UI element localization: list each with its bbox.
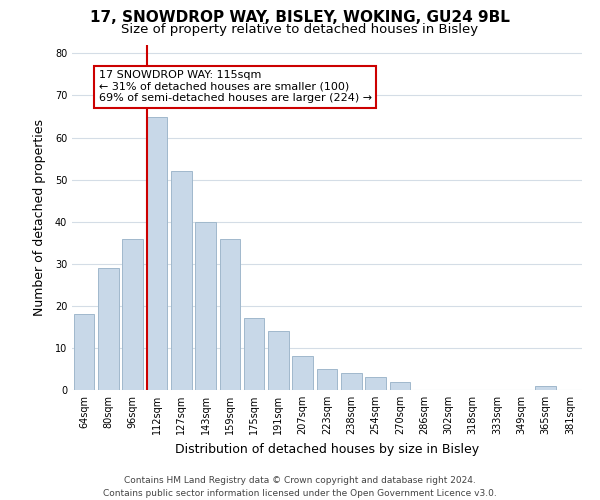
Bar [171, 171, 191, 390]
Bar [389, 382, 410, 390]
Bar [341, 373, 362, 390]
Bar [122, 238, 143, 390]
Bar [74, 314, 94, 390]
Text: Size of property relative to detached houses in Bisley: Size of property relative to detached ho… [121, 22, 479, 36]
Bar [146, 116, 167, 390]
Bar [195, 222, 216, 390]
Bar [244, 318, 265, 390]
Bar [317, 369, 337, 390]
Bar [98, 268, 119, 390]
Bar [535, 386, 556, 390]
Y-axis label: Number of detached properties: Number of detached properties [34, 119, 46, 316]
Bar [365, 378, 386, 390]
Bar [268, 331, 289, 390]
Bar [292, 356, 313, 390]
Text: 17 SNOWDROP WAY: 115sqm
← 31% of detached houses are smaller (100)
69% of semi-d: 17 SNOWDROP WAY: 115sqm ← 31% of detache… [99, 70, 372, 103]
X-axis label: Distribution of detached houses by size in Bisley: Distribution of detached houses by size … [175, 442, 479, 456]
Text: 17, SNOWDROP WAY, BISLEY, WOKING, GU24 9BL: 17, SNOWDROP WAY, BISLEY, WOKING, GU24 9… [90, 10, 510, 25]
Text: Contains HM Land Registry data © Crown copyright and database right 2024.
Contai: Contains HM Land Registry data © Crown c… [103, 476, 497, 498]
Bar [220, 238, 240, 390]
